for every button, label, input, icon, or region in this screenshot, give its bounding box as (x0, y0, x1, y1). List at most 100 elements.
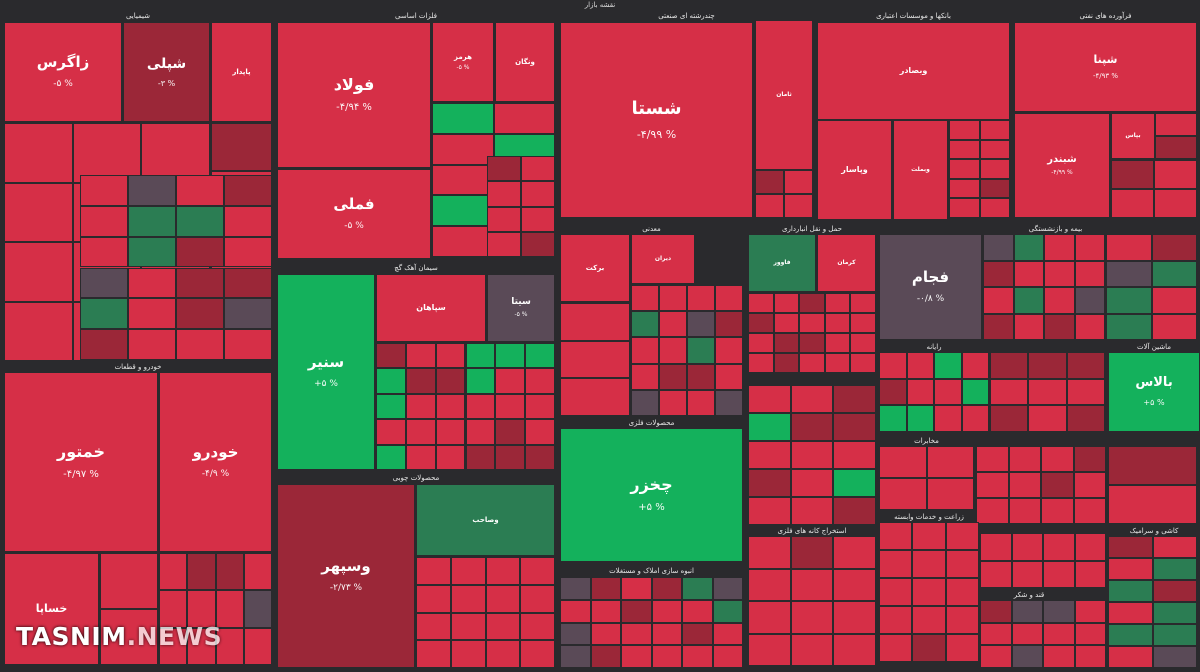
tile-stock[interactable]: وصاحب (416, 484, 555, 556)
tile-small-stock[interactable] (833, 497, 876, 525)
tile-small-stock[interactable] (1074, 533, 1106, 561)
tile-small-stock[interactable] (128, 205, 176, 237)
tile-small-stock[interactable] (1043, 622, 1075, 646)
tile-small-stock[interactable] (487, 181, 521, 207)
tile-small-stock[interactable] (790, 601, 834, 634)
tile-small-stock[interactable] (748, 633, 791, 666)
tile-small-stock[interactable] (682, 622, 713, 646)
tile-stock[interactable]: شپنا -۴/۹۳ % (1014, 22, 1197, 112)
tile-small-stock[interactable] (912, 522, 946, 550)
tile-small-stock[interactable] (1028, 352, 1067, 379)
tile-small-stock[interactable] (1152, 580, 1197, 602)
tile-small-stock[interactable] (773, 293, 800, 313)
tile-small-stock[interactable] (1152, 558, 1197, 580)
tile-small-stock[interactable] (748, 293, 774, 313)
tile-small-stock[interactable] (687, 363, 715, 390)
tile-small-stock[interactable] (990, 405, 1029, 432)
tile-small-stock[interactable] (176, 329, 224, 360)
tile-small-stock[interactable] (976, 472, 1009, 498)
tile-small-stock[interactable] (912, 634, 946, 662)
tile-small-stock[interactable] (159, 553, 188, 591)
tile-small-stock[interactable] (1066, 378, 1105, 406)
tile-small-stock[interactable] (912, 578, 946, 606)
tile-small-stock[interactable] (243, 590, 272, 628)
tile-stock[interactable]: بپاس (1111, 113, 1155, 159)
tile-small-stock[interactable] (980, 560, 1012, 588)
tile-small-stock[interactable] (495, 393, 526, 420)
tile-small-stock[interactable] (485, 557, 521, 585)
tile-small-stock[interactable] (715, 337, 743, 364)
tile-small-stock[interactable] (128, 236, 176, 268)
tile-small-stock[interactable] (773, 353, 800, 373)
tile-small-stock[interactable] (159, 627, 188, 665)
tile-small-stock[interactable] (525, 419, 555, 445)
tile-small-stock[interactable] (495, 444, 526, 470)
tile-small-stock[interactable] (1043, 560, 1075, 588)
tile-small-stock[interactable] (1106, 313, 1152, 340)
tile-small-stock[interactable] (1028, 405, 1067, 432)
tile-small-stock[interactable] (715, 363, 743, 390)
tile-small-stock[interactable] (450, 584, 486, 613)
tile-small-stock[interactable] (1011, 600, 1043, 623)
tile-small-stock[interactable] (405, 393, 436, 420)
tile-small-stock[interactable] (405, 368, 436, 394)
tile-small-stock[interactable] (416, 557, 451, 585)
tile-small-stock[interactable] (435, 343, 466, 369)
tile-small-stock[interactable] (1108, 580, 1153, 602)
tile-small-stock[interactable] (4, 182, 73, 242)
tile-small-stock[interactable] (833, 536, 876, 569)
tile-small-stock[interactable] (1043, 645, 1075, 668)
tile-small-stock[interactable] (525, 444, 555, 470)
tile-small-stock[interactable] (224, 329, 272, 360)
tile-small-stock[interactable] (1044, 287, 1075, 314)
tile-small-stock[interactable] (560, 378, 630, 416)
tile-small-stock[interactable] (128, 267, 176, 299)
tile-small-stock[interactable] (949, 198, 980, 218)
tile-stock[interactable]: زاگرس -۵ % (4, 22, 122, 122)
tile-stock[interactable]: چخزر +۵ % (560, 428, 743, 562)
tile-small-stock[interactable] (687, 311, 715, 338)
tile-small-stock[interactable] (1152, 536, 1197, 558)
tile-small-stock[interactable] (687, 285, 715, 312)
tile-small-stock[interactable] (983, 287, 1014, 314)
tile-small-stock[interactable] (1013, 313, 1044, 340)
tile-small-stock[interactable] (1011, 533, 1043, 561)
tile-stock[interactable]: وبصادر (817, 22, 1010, 120)
tile-small-stock[interactable] (799, 353, 825, 373)
tile-small-stock[interactable] (1013, 234, 1044, 261)
tile-small-stock[interactable] (983, 313, 1014, 340)
tile-small-stock[interactable] (631, 311, 659, 338)
tile-stock[interactable]: شپلی -۳ % (123, 22, 210, 122)
tile-small-stock[interactable] (1106, 234, 1152, 261)
tile-small-stock[interactable] (687, 337, 715, 364)
tile-small-stock[interactable] (1155, 113, 1197, 136)
tile-small-stock[interactable] (1151, 313, 1197, 340)
tile-small-stock[interactable] (224, 267, 272, 299)
tile-small-stock[interactable] (560, 622, 591, 646)
tile-small-stock[interactable] (651, 622, 682, 646)
tile-small-stock[interactable] (631, 389, 659, 416)
tile-small-stock[interactable] (979, 120, 1010, 140)
tile-small-stock[interactable] (1013, 287, 1044, 314)
tile-small-stock[interactable] (879, 606, 913, 634)
tile-small-stock[interactable] (560, 340, 630, 379)
tile-small-stock[interactable] (521, 231, 555, 257)
tile-small-stock[interactable] (525, 343, 555, 369)
tile-small-stock[interactable] (850, 293, 876, 313)
tile-small-stock[interactable] (176, 175, 224, 206)
tile-small-stock[interactable] (790, 536, 834, 569)
tile-small-stock[interactable] (980, 533, 1012, 561)
tile-small-stock[interactable] (980, 600, 1012, 623)
tile-small-stock[interactable] (224, 298, 272, 330)
tile-small-stock[interactable] (906, 378, 934, 406)
tile-small-stock[interactable] (659, 285, 687, 312)
tile-small-stock[interactable] (715, 311, 743, 338)
tile-small-stock[interactable] (224, 205, 272, 237)
tile-small-stock[interactable] (1151, 260, 1197, 287)
tile-stock[interactable]: وپاسار (817, 120, 892, 220)
tile-small-stock[interactable] (980, 622, 1012, 646)
tile-small-stock[interactable] (521, 156, 555, 182)
tile-small-stock[interactable] (850, 313, 876, 333)
tile-small-stock[interactable] (432, 103, 494, 134)
tile-small-stock[interactable] (748, 568, 791, 601)
